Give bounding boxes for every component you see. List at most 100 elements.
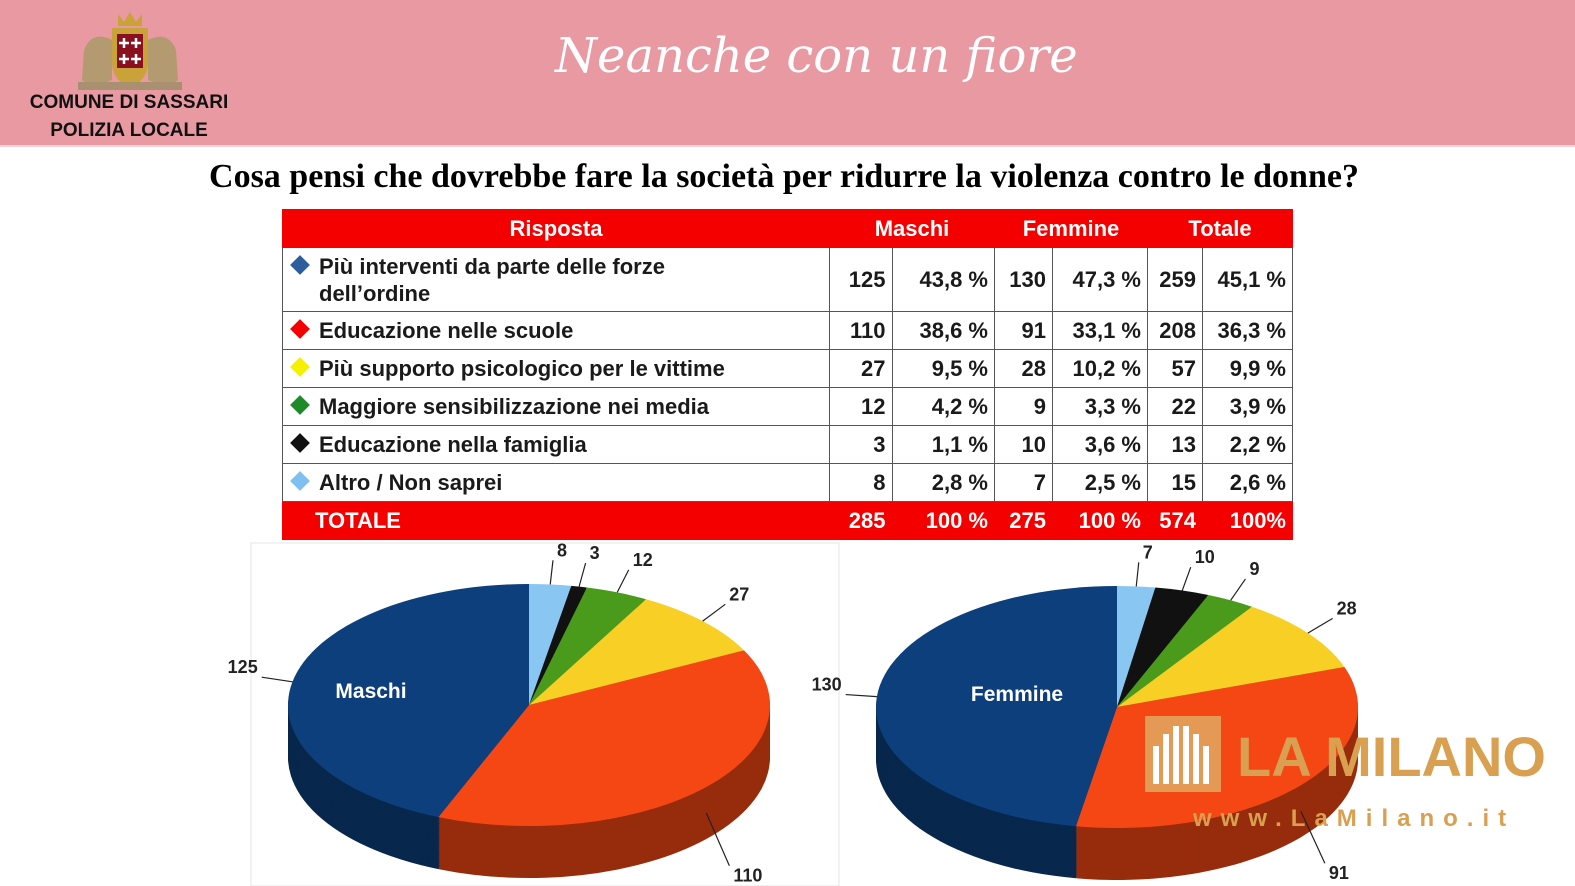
pie-side	[529, 601, 647, 719]
cell-f: 28	[994, 349, 1053, 388]
table-row: Altro / Non saprei 8 2,8 % 7 2,5 % 15 2,6 %	[282, 463, 1294, 502]
pie-side	[288, 598, 529, 832]
header-banner: COMUNE DI SASSARI POLIZIA LOCALE Neanche…	[0, 0, 1575, 147]
pie-side	[875, 629, 1117, 871]
pie-side	[529, 619, 587, 739]
pie-slice	[529, 585, 587, 705]
leader-line	[845, 693, 877, 698]
cell-f: 7	[994, 463, 1053, 502]
pie-side	[438, 664, 770, 840]
pie-side	[1117, 618, 1345, 719]
leader-line	[1181, 567, 1192, 591]
pie-side	[529, 604, 572, 725]
pie-side	[287, 612, 529, 846]
cell-mp: 9,5 %	[891, 349, 996, 388]
pie-side	[287, 636, 529, 870]
pie-side	[288, 610, 529, 844]
pie-side	[1117, 624, 1345, 725]
pie-side	[529, 643, 745, 749]
table-row: Più supporto psicologico per le vittime 2…	[282, 349, 1294, 388]
pie-side	[438, 692, 770, 868]
pie-side	[438, 658, 770, 834]
pie-side	[876, 613, 1117, 855]
row-label-text: Educazione nelle scuole	[319, 318, 574, 343]
cell-tp: 2,6 %	[1201, 463, 1294, 502]
pie-side	[876, 615, 1117, 857]
pie-slice	[529, 599, 745, 705]
pie-side	[529, 601, 587, 721]
pie-side	[1117, 594, 1156, 715]
pie-side	[529, 617, 647, 735]
pie-side	[1117, 595, 1209, 715]
pie-side	[529, 616, 572, 737]
pie-side	[529, 649, 745, 755]
pie-side	[1117, 610, 1345, 711]
legend-diamond-icon	[290, 357, 310, 377]
pie-side	[288, 592, 529, 826]
pie-side	[529, 637, 587, 757]
cell-t: 15	[1147, 463, 1203, 502]
pie-side	[529, 615, 647, 733]
pie-side	[529, 606, 572, 727]
pie-side	[529, 593, 587, 713]
pie-side	[287, 594, 529, 828]
pie-side	[529, 617, 745, 723]
pie-side	[529, 618, 572, 739]
pie-side	[529, 586, 572, 707]
pie-side	[438, 676, 770, 852]
org-department: POLIZIA LOCALE	[50, 120, 208, 141]
pie-side	[529, 625, 745, 731]
pie-side	[529, 627, 587, 747]
pie-side	[529, 632, 572, 753]
pie-side	[529, 647, 745, 753]
campaign-slogan: Neanche con un fiore	[555, 28, 1078, 84]
watermark-url: www.LaMilano.it	[1192, 805, 1515, 832]
legend-diamond-icon	[290, 433, 310, 453]
pie-side	[438, 702, 770, 878]
pie-side	[1117, 602, 1156, 723]
row-label-text: Più interventi da parte delle forze dell…	[319, 253, 665, 306]
pie-side	[529, 593, 647, 711]
pie-side	[875, 605, 1117, 847]
pie-side	[529, 615, 745, 721]
total-m: 285	[829, 501, 893, 540]
legend-diamond-icon	[290, 254, 310, 275]
pie-side	[529, 610, 572, 731]
legend-diamond-icon	[290, 471, 310, 491]
pie-side	[287, 588, 529, 822]
pie-side	[875, 593, 1117, 835]
pie-side	[529, 637, 647, 755]
pie-side	[529, 633, 745, 739]
pie-side	[876, 596, 1117, 837]
pie-side	[529, 621, 745, 727]
pie-side	[529, 627, 745, 733]
pie-side	[438, 660, 770, 836]
pie-side	[529, 627, 647, 745]
pie-side	[529, 619, 745, 725]
row-label: Più interventi da parte delle forze dell…	[282, 247, 830, 312]
pie-side	[1117, 608, 1345, 709]
org-name: COMUNE DI SASSARI	[29, 92, 229, 113]
pie-side	[875, 635, 1117, 877]
pie-side	[1117, 615, 1252, 727]
pie-side	[529, 609, 745, 715]
pie-side	[529, 607, 745, 713]
pie-slice	[287, 584, 529, 818]
pie-side	[1117, 599, 1209, 719]
pie-side	[529, 589, 647, 707]
pie-side	[529, 637, 745, 743]
pie-side	[438, 696, 770, 872]
cell-fp: 47,3 %	[1051, 247, 1149, 312]
col-totale: Totale	[1147, 209, 1293, 248]
leader-line	[549, 560, 554, 585]
pie-side	[529, 605, 587, 725]
pie-side	[1117, 597, 1252, 709]
pie-side	[1117, 599, 1252, 711]
pie-side	[529, 628, 572, 749]
pie-side	[529, 625, 647, 743]
pie-side	[529, 599, 587, 719]
pie-side	[875, 611, 1117, 853]
pie-side	[529, 603, 745, 709]
cell-t: 259	[1147, 247, 1203, 312]
pie-side	[1117, 597, 1209, 717]
